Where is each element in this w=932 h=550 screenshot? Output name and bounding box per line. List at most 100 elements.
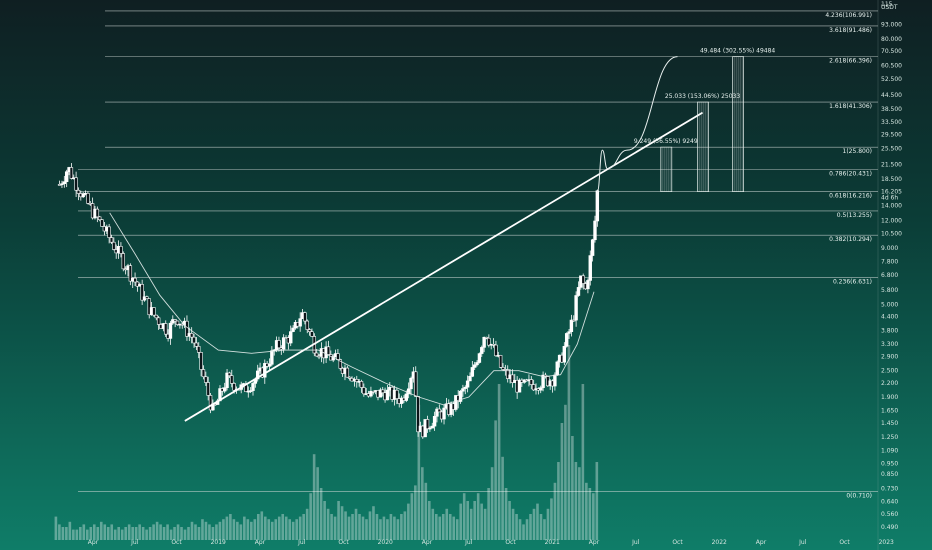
candle-up [281,337,286,350]
volume-bar [92,524,96,540]
candle-up [62,181,67,184]
candle-down [437,408,442,413]
volume-bar [145,529,148,540]
candle-down [484,336,489,339]
fib-label: 3.618(91.486) [829,27,872,34]
volume-bar [452,516,456,540]
volume-bar [476,493,480,540]
volume-bar [169,529,173,540]
time-tick-label: Jul [464,539,473,546]
volume-bar [340,506,344,540]
fib-label: 2.618(66.396) [829,58,872,65]
candle-down [204,376,208,383]
volume-bar [176,524,180,540]
time-tick-label: Apr [756,539,767,546]
volume-bar [428,501,431,540]
candle-down [74,177,78,191]
target-box [697,101,709,192]
fib-label: 0.786(20.431) [829,171,872,178]
volume-bar [281,514,285,540]
candle-up [590,239,595,256]
volume-bar [183,529,187,540]
volume-bar [543,519,546,540]
volume-bar [270,521,274,540]
volume-bar [441,514,445,540]
price-tick-label: 0.640 [881,498,898,505]
volume-bar [295,519,298,540]
candle-down [107,226,111,238]
volume-bar [396,519,400,540]
volume-bar [82,524,86,540]
volume-bar [99,521,103,540]
volume-bar [222,519,225,540]
price-axis: 115 93.000 80.000 70.500 60.500 52.500 44.500 3… [877,0,902,550]
volume-bar [180,527,183,540]
volume-bar [379,519,382,540]
volume-bar [75,529,79,540]
candle-down [100,219,104,227]
candle-up [404,393,409,401]
candle-up [432,416,437,427]
volume-bar [274,519,278,540]
volume-bar [330,514,333,540]
fib-label: 0.5(13.255) [837,212,872,219]
volume-bar [288,519,292,540]
volume-bar [389,514,393,540]
time-tick-label: Oct [505,539,516,546]
time-tick-label: Apr [88,539,99,546]
candle-up [472,364,477,368]
volume-bar [239,524,243,540]
volume-bar [375,514,379,540]
candle-up [385,389,390,401]
volume-bar [455,519,459,540]
candle-down [197,346,201,353]
volume-bar [201,519,204,540]
candle-down [109,237,114,243]
volume-bar [410,493,414,540]
candle-down [112,241,116,250]
volume-bar [284,516,288,540]
volume-bar [424,482,428,540]
volume-bar [65,527,68,540]
volume-bar [225,516,229,540]
candle-down [230,375,234,384]
candle-down [498,355,503,368]
volume-bar [469,508,473,540]
volume-bar [302,514,305,540]
volume-bar [250,521,253,540]
candle-up [289,331,293,344]
price-tick-label: 33.500 [881,119,902,126]
fib-label: 1.618(41.306) [829,103,872,110]
volume-bar [277,516,281,540]
volume-bar [414,485,417,540]
candle-up [298,318,302,327]
price-tick-label: 1.250 [881,434,898,441]
candle-up [369,390,373,397]
price-tick-label: 80.000 [881,36,902,43]
price-tick-label: 0.490 [881,524,898,531]
price-tick-label: 44.500 [881,92,902,99]
candle-down [86,193,90,204]
volume-bar [417,404,421,540]
candle-down [201,369,206,378]
candle-up [562,346,567,363]
time-tick-label: Oct [171,539,182,546]
volume-bar [113,529,117,540]
price-tick-label: 18.500 [881,176,902,183]
candle-down [359,381,364,388]
candle-up [442,407,446,420]
candle-down [326,346,331,355]
volume-bar [333,516,337,540]
candle-down [310,331,314,337]
candles [57,163,600,439]
volume-bar [365,519,368,540]
candle-up [480,347,484,354]
price-tick-label: 29.500 [881,131,902,138]
volume-bar [585,482,588,540]
candle-down [156,317,161,325]
price-tick-label: 60.500 [881,63,902,70]
volume-bar [557,462,560,540]
price-tick-label: 25.500 [881,145,902,152]
volume-bar [351,514,354,540]
